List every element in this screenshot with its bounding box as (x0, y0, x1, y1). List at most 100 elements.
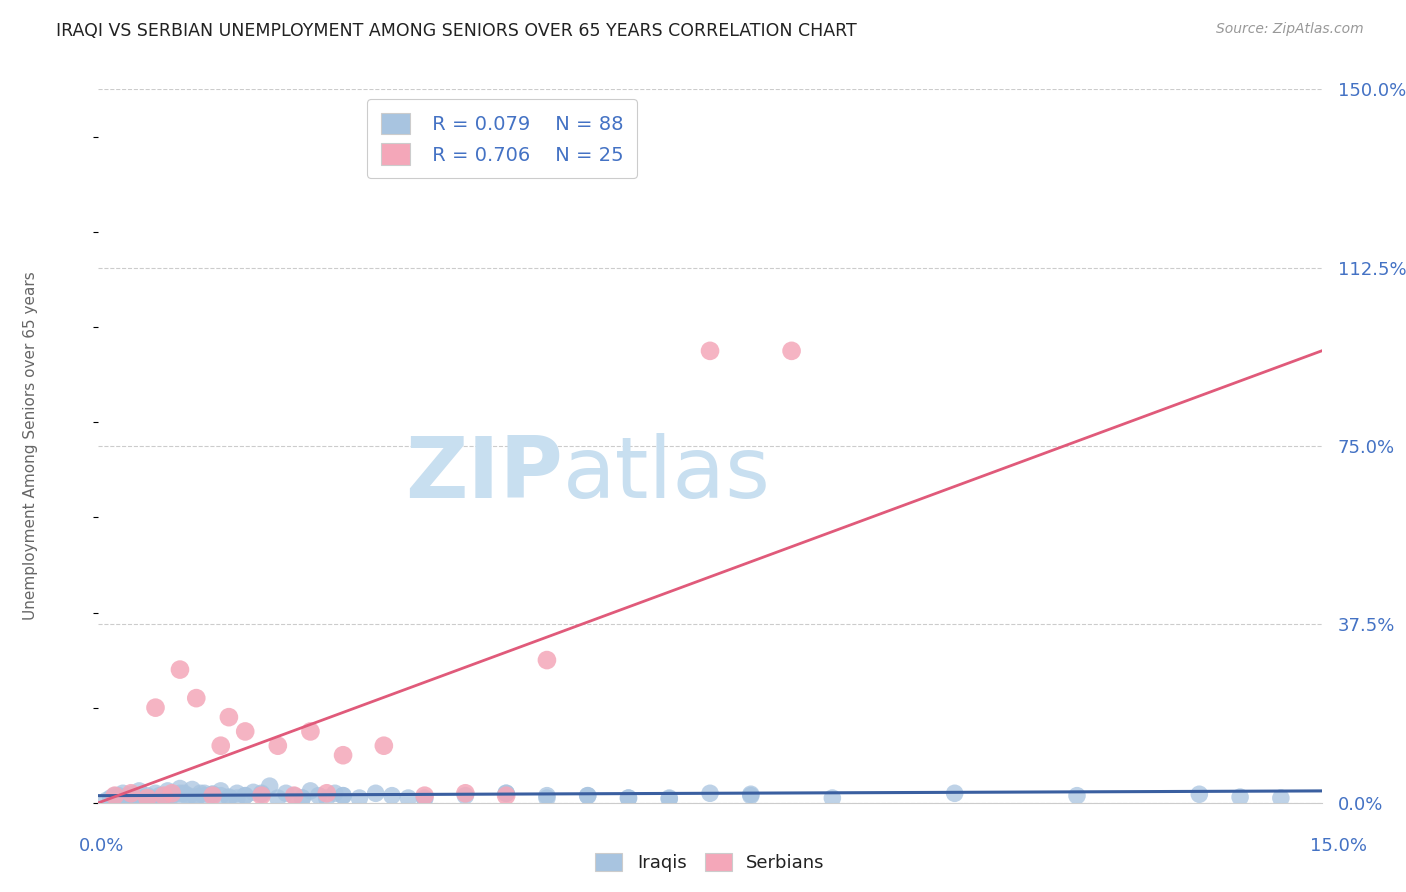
Point (495, 786, 517, 800)
Point (315, 791, 337, 805)
Point (100, 791, 122, 805)
Point (495, 789, 517, 803)
Point (115, 790, 138, 805)
Point (536, 653, 558, 667)
Point (104, 789, 127, 803)
Point (120, 792, 142, 806)
Point (242, 785, 264, 799)
Point (576, 789, 599, 803)
Point (413, 792, 436, 806)
Point (141, 792, 163, 806)
Text: Source: ZipAtlas.com: Source: ZipAtlas.com (1216, 22, 1364, 37)
Point (332, 789, 354, 803)
Point (413, 791, 436, 805)
Point (186, 791, 208, 805)
Point (617, 791, 640, 805)
Point (323, 786, 346, 800)
Point (291, 791, 314, 805)
Point (332, 789, 354, 803)
Point (332, 748, 354, 763)
Point (454, 786, 477, 800)
Point (104, 789, 127, 803)
Point (349, 791, 371, 805)
Point (169, 781, 191, 796)
Point (120, 787, 142, 801)
Point (136, 791, 159, 805)
Point (132, 791, 155, 805)
Point (699, 343, 721, 358)
Point (299, 784, 322, 798)
Point (169, 663, 191, 677)
Point (193, 786, 215, 800)
Point (658, 791, 681, 805)
Point (1188, 787, 1211, 801)
Point (111, 793, 134, 807)
Point (396, 791, 419, 805)
Text: ZIP: ZIP (405, 433, 564, 516)
Point (104, 792, 127, 806)
Point (740, 789, 762, 803)
Point (169, 786, 191, 800)
Point (201, 789, 224, 803)
Point (188, 786, 212, 800)
Point (740, 787, 762, 801)
Point (136, 791, 159, 805)
Point (315, 786, 337, 800)
Point (177, 790, 200, 805)
Point (120, 786, 142, 800)
Point (201, 787, 224, 801)
Point (209, 784, 232, 798)
Point (283, 789, 305, 803)
Point (149, 789, 172, 803)
Point (617, 791, 640, 805)
Point (152, 791, 174, 805)
Point (381, 789, 404, 803)
Point (218, 710, 240, 724)
Point (218, 790, 240, 805)
Point (226, 786, 249, 800)
Point (108, 789, 131, 803)
Point (145, 700, 167, 714)
Point (145, 786, 167, 800)
Point (536, 791, 558, 805)
Text: IRAQI VS SERBIAN UNEMPLOYMENT AMONG SENIORS OVER 65 YEARS CORRELATION CHART: IRAQI VS SERBIAN UNEMPLOYMENT AMONG SENI… (56, 22, 858, 40)
Point (193, 789, 215, 803)
Point (1066, 789, 1088, 803)
Point (128, 791, 150, 805)
Point (186, 790, 208, 805)
Point (128, 784, 150, 798)
Point (226, 791, 249, 805)
Point (218, 791, 240, 805)
Text: atlas: atlas (564, 433, 772, 516)
Point (201, 787, 224, 801)
Point (181, 782, 204, 797)
Point (536, 789, 558, 803)
Point (291, 791, 314, 805)
Point (209, 789, 232, 803)
Point (1270, 791, 1292, 805)
Point (111, 786, 134, 800)
Point (259, 779, 281, 793)
Point (124, 793, 146, 807)
Point (152, 789, 174, 803)
Point (186, 691, 208, 706)
Point (136, 789, 159, 803)
Point (250, 786, 273, 800)
Point (233, 724, 256, 739)
Point (145, 792, 167, 806)
Text: 0.0%: 0.0% (79, 837, 124, 855)
Point (250, 789, 273, 803)
Point (233, 789, 256, 803)
Point (274, 786, 297, 800)
Point (233, 789, 256, 803)
Point (165, 790, 187, 805)
Point (267, 791, 290, 805)
Point (250, 787, 273, 801)
Point (1229, 790, 1251, 805)
Point (96, 793, 118, 807)
Point (699, 786, 721, 800)
Point (943, 786, 966, 800)
Legend: Iraqis, Serbians: Iraqis, Serbians (588, 846, 832, 880)
Point (152, 789, 174, 803)
Point (177, 789, 200, 803)
